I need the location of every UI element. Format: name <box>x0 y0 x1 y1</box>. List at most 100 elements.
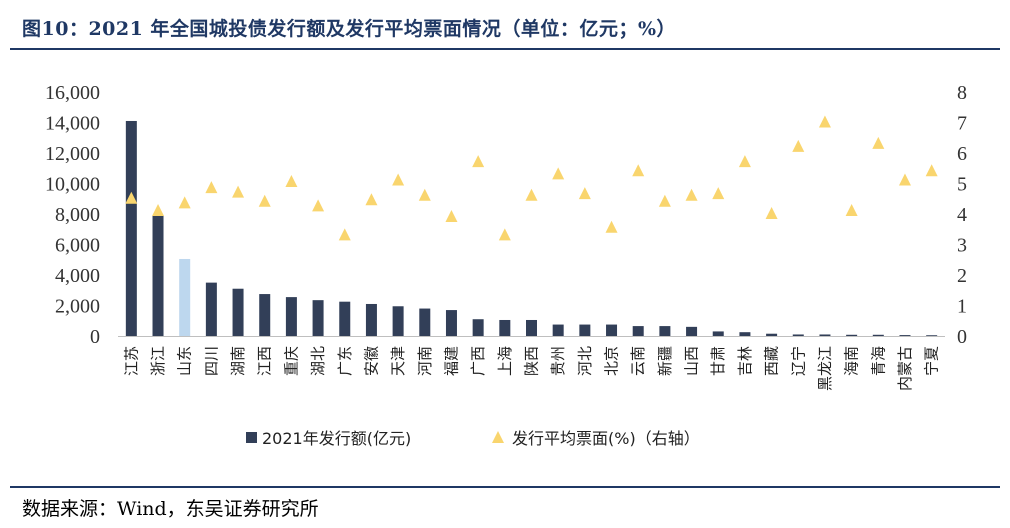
marker <box>392 173 405 186</box>
bar <box>339 301 351 336</box>
y-left-tick-label: 6,000 <box>55 235 100 257</box>
bar <box>899 335 911 336</box>
bar <box>285 297 297 336</box>
y-right-tick-label: 6 <box>957 143 967 165</box>
x-tick-label: 黑龙江 <box>816 346 834 391</box>
bar <box>792 334 804 336</box>
bar <box>739 332 751 336</box>
marker <box>418 188 431 201</box>
x-tick-label: 江苏 <box>122 346 140 376</box>
x-tick-label: 福建 <box>442 346 460 376</box>
x-tick-label: 广西 <box>469 346 487 376</box>
bar-series <box>125 120 938 336</box>
x-tick-label: 山东 <box>176 346 194 376</box>
source-rule <box>10 486 1000 488</box>
marker <box>845 203 858 216</box>
bar <box>926 335 938 336</box>
x-tick-label: 青海 <box>869 346 887 376</box>
x-tick-label: 天津 <box>389 346 407 376</box>
bar <box>365 303 377 336</box>
x-tick-label: 西藏 <box>763 346 781 376</box>
x-tick-label: 宁夏 <box>923 346 941 376</box>
bar <box>819 334 831 336</box>
marker <box>365 193 378 206</box>
bar <box>179 258 191 336</box>
bar <box>312 300 324 336</box>
marker <box>525 188 538 201</box>
y-left-tick-label: 0 <box>90 326 100 348</box>
bar <box>205 282 217 336</box>
x-tick-label: 北京 <box>603 346 621 376</box>
marker <box>605 220 618 233</box>
marker <box>818 115 831 128</box>
y-left-tick-label: 14,000 <box>45 113 100 135</box>
y-axis-right: 0 1 2 3 4 5 6 7 8 <box>957 82 967 348</box>
marker <box>178 196 191 209</box>
y-right-tick-label: 5 <box>957 174 967 196</box>
x-tick-label: 四川 <box>202 346 220 376</box>
x-tick-label: 云南 <box>629 346 647 376</box>
bar <box>259 294 271 336</box>
marker <box>685 188 698 201</box>
y-left-tick-label: 12,000 <box>45 143 100 165</box>
bar <box>445 310 457 336</box>
y-right-tick-label: 8 <box>957 82 967 104</box>
bar <box>872 334 884 336</box>
bar <box>579 324 591 336</box>
x-tick-label: 广东 <box>336 346 354 376</box>
marker <box>232 185 245 198</box>
x-tick-label: 河北 <box>576 346 594 376</box>
x-tick-label: 湖南 <box>229 346 247 376</box>
bar <box>152 215 164 336</box>
legend-bar-swatch <box>246 432 257 443</box>
y-left-tick-label: 10,000 <box>45 174 100 196</box>
x-tick-label: 上海 <box>496 346 514 376</box>
bar <box>846 334 858 336</box>
x-tick-label: 江西 <box>256 346 274 376</box>
bar <box>766 333 778 336</box>
source-note: 数据来源：Wind，东吴证券研究所 <box>22 498 319 520</box>
x-tick-label: 重庆 <box>282 346 300 376</box>
chart-canvas: 0 2,000 4,000 6,000 8,000 10,000 12,000 14,000 1… <box>45 82 967 448</box>
bar <box>552 324 564 336</box>
bar <box>632 326 644 336</box>
x-tick-label: 吉林 <box>736 346 754 376</box>
bar <box>606 324 618 336</box>
marker <box>445 210 458 223</box>
marker <box>872 136 885 149</box>
marker <box>498 228 511 241</box>
y-right-tick-label: 4 <box>957 204 967 226</box>
bar <box>472 319 484 336</box>
marker <box>898 173 911 186</box>
marker <box>765 207 778 219</box>
legend-marker-label: 发行平均票面(%)（右轴） <box>512 429 700 448</box>
marker <box>658 194 671 207</box>
bar <box>499 319 511 336</box>
y-left-tick-label: 16,000 <box>45 82 100 104</box>
marker <box>792 139 805 152</box>
y-right-tick-label: 1 <box>957 296 967 318</box>
marker <box>125 191 138 204</box>
chart-title: 图10：2021 年全国城投债发行额及发行平均票面情况（单位：亿元；%） <box>22 18 676 40</box>
marker-series <box>125 115 938 241</box>
x-tick-label: 河南 <box>416 346 434 376</box>
marker <box>552 167 565 180</box>
bar <box>392 306 404 336</box>
x-tick-label: 山西 <box>683 346 701 376</box>
marker <box>738 155 751 168</box>
y-right-tick-label: 0 <box>957 326 967 348</box>
bar <box>686 326 698 336</box>
x-tick-label: 陕西 <box>523 346 541 376</box>
x-axis-labels: 江苏 浙江 山东 四川 湖南 江西 重庆 湖北 广东 安徽 天津 河南 福建 广西 上海 陕西 贵州 河北 北京 云南… <box>122 346 940 391</box>
bar <box>659 326 671 336</box>
x-tick-label: 甘肃 <box>709 346 727 376</box>
bar <box>232 288 244 336</box>
x-tick-label: 内蒙古 <box>896 346 914 391</box>
bar <box>419 308 431 336</box>
marker <box>285 174 298 187</box>
bar <box>125 120 137 336</box>
y-left-tick-label: 2,000 <box>55 296 100 318</box>
y-right-tick-label: 2 <box>957 265 967 287</box>
bar <box>712 331 724 336</box>
x-tick-label: 新疆 <box>656 346 674 376</box>
